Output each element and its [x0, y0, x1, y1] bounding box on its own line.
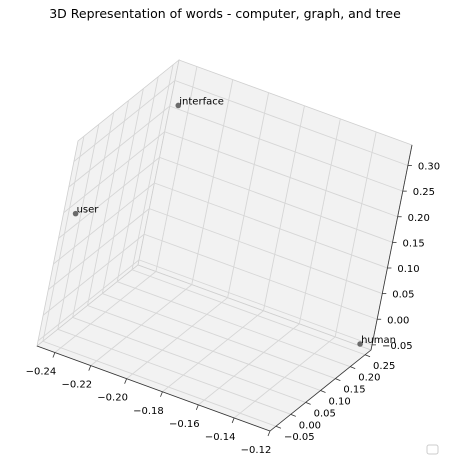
grid-line-z-left: [73, 80, 176, 162]
grid-line-z-left: [47, 208, 150, 290]
grid-line-y-left: [72, 112, 115, 318]
grid-line-z-left: [42, 233, 145, 316]
grid-line-z-back: [164, 131, 398, 218]
y-tick-label: −0.05: [284, 432, 315, 443]
axis-ticks: −0.24 −0.22 −0.20 −0.18 −0.16 −0.14 −0.12 −0.05…: [26, 162, 441, 457]
grid-line-z-left: [53, 182, 155, 265]
y-tick-mark: [335, 378, 341, 381]
grid-line-y-left: [101, 88, 144, 294]
grid-line-y-left: [42, 136, 85, 342]
grid-line-z-back: [154, 182, 388, 269]
grid-line-z-back: [169, 105, 403, 192]
grid-line-z-back: [159, 156, 393, 243]
x-tick-mark: [231, 417, 235, 424]
x-tick-label: −0.20: [97, 393, 128, 404]
z-axis-line: [370, 144, 413, 351]
z-tick-label: 0.05: [392, 290, 414, 301]
x-tick-mark: [88, 365, 92, 371]
grid-line-x-back: [334, 131, 377, 338]
grid-line-x-back: [298, 118, 341, 324]
grid-line-y-floor: [87, 305, 321, 391]
z-tick-label: 0.00: [387, 315, 409, 326]
grid-line-y-left: [87, 100, 129, 306]
grid-line-y-left: [131, 64, 174, 270]
data-point-interface: [175, 102, 182, 109]
grid-line-y-floor: [57, 328, 291, 415]
y-tick-label: 0.25: [373, 361, 395, 372]
grid-line-y-left: [57, 124, 100, 330]
z-tick-label: 0.25: [413, 187, 435, 198]
x-tick-label: −0.24: [26, 367, 57, 378]
y-tick-label: 0.15: [343, 385, 365, 396]
axes-3d: −0.24 −0.22 −0.20 −0.18 −0.16 −0.14 −0.12 −0.05…: [26, 58, 441, 457]
x-tick-label: −0.16: [169, 419, 200, 430]
point-label-interface: interface: [179, 96, 224, 107]
z-tick-label: 0.15: [403, 238, 425, 249]
z-tick-label: −0.05: [382, 341, 413, 352]
x-tick-mark: [52, 352, 56, 358]
grid-line-y-floor: [131, 269, 366, 356]
x-tick-mark: [267, 430, 271, 437]
grid-line-y-floor: [72, 316, 306, 403]
grid-line-z-back: [149, 208, 383, 295]
z-tick-label: 0.10: [397, 264, 419, 275]
y-tick-label: 0.05: [314, 408, 336, 419]
grid-line-z-back: [143, 233, 378, 320]
grid-line-y-left: [116, 76, 159, 282]
y-tick-label: 0.00: [299, 420, 321, 431]
x-tick-label: −0.14: [205, 432, 236, 443]
grid-line-z-left: [37, 259, 140, 342]
data-point-human: [357, 341, 363, 347]
y-tick-label: 0.20: [358, 373, 380, 384]
grid-line-z-back: [174, 80, 409, 166]
x-tick-mark: [160, 391, 163, 397]
grid-lines: [37, 64, 413, 432]
grid-line-y-floor: [102, 293, 336, 380]
x-tick-label: −0.12: [241, 445, 272, 456]
y-tick-mark: [350, 366, 356, 370]
grid-line-x-back: [191, 79, 234, 285]
y-tick-mark: [305, 402, 311, 405]
grid-line-x-back: [227, 92, 270, 298]
x-tick-mark: [195, 404, 199, 410]
x-tick-label: −0.18: [133, 406, 164, 417]
y-tick-mark: [320, 390, 326, 393]
grid-line-z-left: [63, 131, 165, 214]
grid-line-y-floor: [42, 340, 277, 427]
y-tick-label: 0.10: [329, 397, 351, 408]
data-points: interface user human: [72, 96, 396, 347]
grid-line-y-floor: [117, 281, 351, 368]
x-axis-line: [36, 345, 271, 432]
grid-line-z-left: [68, 105, 171, 188]
y-tick-mark: [364, 354, 371, 358]
legend-box: [426, 444, 439, 455]
point-label-user: user: [77, 205, 100, 216]
point-label-human: human: [361, 335, 396, 346]
y-tick-mark: [275, 425, 282, 429]
x-tick-mark: [124, 378, 127, 384]
x-tick-label: −0.22: [61, 380, 92, 391]
grid-line-z-back: [138, 259, 373, 346]
y-tick-mark: [290, 413, 296, 417]
grid-line-z-left: [58, 157, 160, 239]
z-tick-label: 0.20: [408, 213, 430, 224]
z-tick-label: 0.30: [418, 162, 440, 173]
data-point-user: [72, 210, 79, 217]
chart-title: 3D Representation of words - computer, g…: [49, 6, 401, 21]
grid-line-x-back: [155, 66, 198, 272]
grid-line-x-back: [263, 105, 305, 311]
